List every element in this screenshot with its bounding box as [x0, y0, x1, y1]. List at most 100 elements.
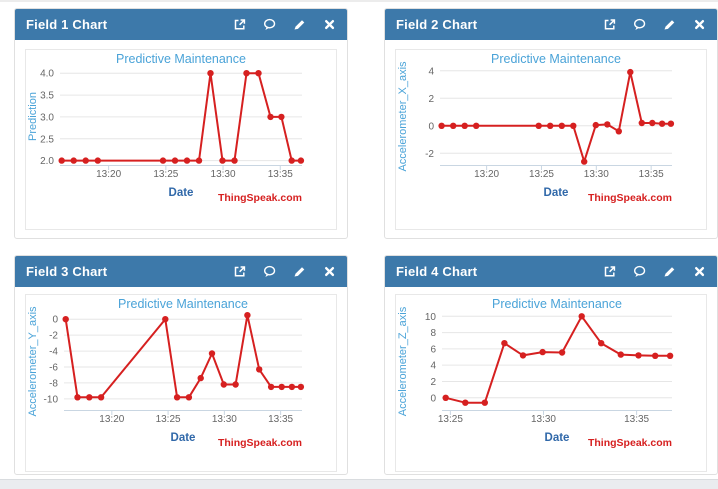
data-point[interactable]: [461, 122, 468, 129]
data-point[interactable]: [195, 157, 203, 164]
data-point[interactable]: [297, 383, 305, 391]
data-point[interactable]: [94, 157, 102, 164]
comment-icon[interactable]: [263, 265, 276, 278]
data-point[interactable]: [159, 157, 167, 164]
data-point[interactable]: [581, 158, 588, 165]
data-point[interactable]: [208, 350, 216, 357]
data-point[interactable]: [635, 352, 642, 359]
credits-link[interactable]: ThingSpeak.com: [588, 192, 672, 204]
x-tick-label: 13:20: [474, 169, 499, 180]
panel-header: Field 1 Chart: [15, 9, 347, 40]
panel-title: Field 3 Chart: [26, 264, 108, 279]
comment-icon[interactable]: [633, 265, 646, 278]
close-icon[interactable]: [693, 18, 706, 31]
data-point[interactable]: [220, 381, 227, 388]
data-point[interactable]: [617, 351, 624, 358]
edit-icon[interactable]: [293, 18, 306, 31]
credits-link[interactable]: ThingSpeak.com: [218, 437, 302, 449]
data-point[interactable]: [207, 70, 214, 77]
data-point[interactable]: [162, 316, 169, 323]
data-point[interactable]: [171, 157, 179, 164]
edit-icon[interactable]: [293, 265, 306, 278]
close-icon[interactable]: [693, 265, 706, 278]
edit-icon[interactable]: [663, 18, 676, 31]
data-point[interactable]: [288, 157, 295, 164]
data-point[interactable]: [481, 399, 488, 406]
data-point[interactable]: [558, 122, 565, 129]
data-point[interactable]: [547, 122, 554, 129]
y-tick-label: -8: [49, 378, 58, 389]
data-point[interactable]: [462, 399, 469, 406]
y-tick-label: 0: [430, 393, 436, 404]
export-icon[interactable]: [603, 18, 616, 31]
data-point[interactable]: [256, 366, 263, 373]
comment-icon[interactable]: [263, 18, 276, 31]
data-point[interactable]: [604, 121, 611, 128]
data-point[interactable]: [267, 113, 274, 121]
data-point[interactable]: [86, 394, 93, 401]
data-point[interactable]: [570, 122, 577, 129]
field2-chart[interactable]: Predictive Maintenance Accelerometer_X_ax…: [396, 50, 676, 212]
data-point[interactable]: [592, 121, 599, 129]
edit-icon[interactable]: [663, 265, 676, 278]
data-point[interactable]: [539, 348, 546, 356]
data-point[interactable]: [658, 120, 666, 127]
data-point[interactable]: [535, 122, 542, 129]
data-point[interactable]: [62, 316, 69, 323]
y-tick-label: 2.5: [40, 134, 54, 145]
data-point[interactable]: [598, 340, 605, 347]
page-top-border: [0, 0, 718, 2]
data-point[interactable]: [638, 119, 645, 127]
data-point[interactable]: [185, 394, 193, 401]
comment-icon[interactable]: [633, 18, 646, 31]
data-point[interactable]: [473, 122, 480, 129]
field4-chart[interactable]: Predictive Maintenance Accelerometer_Z_ax…: [396, 295, 676, 457]
data-point[interactable]: [297, 157, 305, 164]
credits-link[interactable]: ThingSpeak.com: [218, 192, 302, 204]
chart-box: Predictive Maintenance Accelerometer_Y_ax…: [25, 294, 337, 472]
data-point[interactable]: [278, 113, 285, 121]
data-point[interactable]: [578, 313, 585, 320]
data-point[interactable]: [278, 383, 285, 391]
close-icon[interactable]: [323, 18, 336, 31]
y-tick-label: 0: [428, 121, 434, 132]
data-point[interactable]: [558, 349, 566, 356]
field3-chart[interactable]: Predictive Maintenance Accelerometer_Y_ax…: [26, 295, 306, 457]
data-point[interactable]: [173, 394, 181, 401]
data-point[interactable]: [450, 122, 457, 129]
data-point[interactable]: [97, 394, 105, 401]
data-point[interactable]: [231, 157, 238, 164]
data-point[interactable]: [232, 381, 239, 388]
data-point[interactable]: [70, 157, 77, 164]
data-point[interactable]: [197, 374, 204, 382]
data-point[interactable]: [288, 383, 296, 391]
data-point[interactable]: [244, 312, 251, 319]
close-icon[interactable]: [323, 265, 336, 278]
data-point[interactable]: [74, 394, 81, 401]
data-point[interactable]: [649, 119, 656, 127]
credits-link[interactable]: ThingSpeak.com: [588, 437, 672, 449]
export-icon[interactable]: [603, 265, 616, 278]
data-point[interactable]: [243, 70, 250, 77]
data-point[interactable]: [666, 352, 674, 359]
data-point[interactable]: [442, 394, 449, 401]
data-point[interactable]: [82, 157, 89, 164]
x-tick-label: 13:25: [438, 414, 463, 425]
data-point[interactable]: [183, 157, 191, 164]
data-point[interactable]: [501, 340, 508, 347]
y-tick-label: 0: [52, 315, 58, 326]
export-icon[interactable]: [233, 18, 246, 31]
data-point[interactable]: [667, 120, 675, 127]
data-point[interactable]: [652, 352, 659, 359]
data-point[interactable]: [615, 128, 622, 135]
field1-chart[interactable]: Predictive Maintenance Prediction 4.0 3.5 3.…: [26, 50, 306, 212]
data-point[interactable]: [519, 352, 527, 359]
data-point[interactable]: [255, 70, 262, 77]
data-point[interactable]: [267, 383, 275, 391]
data-point[interactable]: [627, 68, 634, 76]
data-point[interactable]: [58, 157, 65, 164]
data-point[interactable]: [219, 157, 226, 164]
export-icon[interactable]: [233, 265, 246, 278]
y-tick-label: 3.0: [40, 112, 54, 123]
data-point[interactable]: [438, 122, 445, 129]
